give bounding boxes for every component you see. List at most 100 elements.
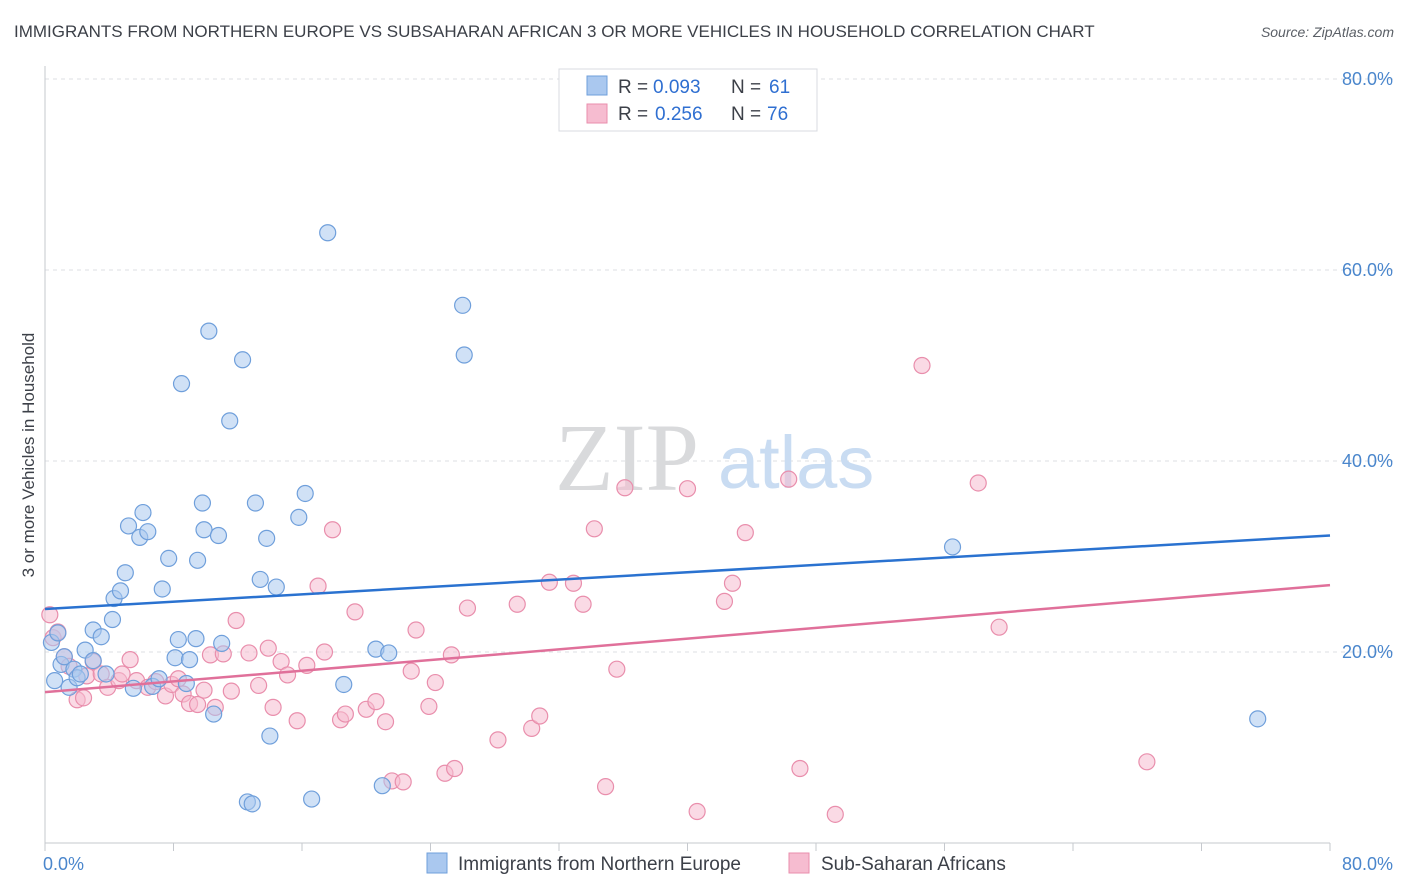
northern-europe-point (139, 523, 157, 541)
bottom-legend-swatch-pink (788, 852, 810, 874)
bottom-legend-label-blue: Immigrants from Northern Europe (458, 854, 741, 875)
sub-saharan-point (394, 773, 412, 791)
northern-europe-point (116, 564, 134, 582)
northern-europe-point (200, 322, 218, 340)
sub-saharan-point (574, 595, 592, 613)
legend-n-label-blue: N = (731, 77, 761, 98)
sub-saharan-point (250, 676, 268, 695)
watermark: ZIP atlas (555, 404, 874, 511)
sub-saharan-point (426, 673, 444, 692)
northern-europe-point (153, 580, 171, 598)
sub-saharan-point (113, 665, 131, 683)
sub-saharan-point (678, 480, 697, 498)
northern-europe-point (303, 790, 321, 808)
chart-title: IMMIGRANTS FROM NORTHERN EUROPE VS SUBSA… (14, 22, 1095, 41)
sub-saharan-point (227, 611, 245, 630)
northern-europe-point (124, 679, 142, 697)
northern-europe-point (71, 665, 89, 683)
sub-saharan-point (736, 524, 754, 542)
x-tick-label-min: 0.0% (43, 854, 84, 874)
northern-europe-point (233, 351, 252, 369)
sub-saharan-point (540, 573, 558, 591)
northern-europe-point (251, 570, 269, 589)
northern-europe-point (150, 670, 168, 688)
sub-saharan-point (376, 713, 395, 731)
sub-saharan-point (715, 592, 734, 610)
northern-europe-point (243, 795, 261, 813)
sub-saharan-point (264, 698, 282, 716)
northern-europe-point (319, 224, 337, 242)
sub-saharan-point (1138, 753, 1156, 771)
tick-labels: 20.0% 40.0% 60.0% 80.0% 0.0% 80.0% (43, 69, 1393, 874)
legend-n-value-blue: 61 (769, 77, 790, 98)
bottom-legend: Immigrants from Northern Europe Sub-Saha… (426, 852, 1006, 875)
northern-europe-point (84, 651, 102, 670)
watermark-atlas: atlas (718, 421, 874, 504)
northern-europe-point (49, 624, 67, 642)
northern-europe-point (103, 610, 122, 629)
axes (44, 66, 1331, 851)
northern-europe-point (261, 727, 279, 745)
y-tick-label: 20.0% (1342, 642, 1393, 662)
sub-saharan-point (723, 574, 742, 592)
legend-box: R = 0.093 N = 61 R = 0.256 N = 76 (558, 68, 818, 132)
northern-europe-point (134, 503, 152, 522)
sub-saharan-point (188, 695, 207, 714)
northern-europe-point (1249, 710, 1267, 728)
sub-saharan-point (402, 662, 420, 680)
legend-swatch-pink (586, 103, 608, 124)
chart-source: Source: ZipAtlas.com (1260, 24, 1394, 40)
sub-saharan-point (608, 660, 626, 678)
northern-europe-point (97, 665, 115, 683)
northern-europe-point (169, 630, 187, 649)
legend-n-label-pink: N = (731, 104, 761, 125)
sub-saharan-point (346, 603, 364, 621)
northern-europe-point (119, 517, 138, 535)
northern-europe-point (193, 494, 212, 512)
northern-europe-point (209, 526, 228, 545)
sub-saharan-point (489, 731, 507, 749)
x-tick-label-max: 80.0% (1342, 854, 1393, 874)
sub-saharan-point (791, 759, 809, 778)
sub-saharan-point (259, 639, 277, 657)
sub-saharan-point (969, 474, 987, 492)
trend-line-sub-saharan (44, 583, 1331, 694)
sub-saharan-point (585, 520, 603, 538)
y-axis-title: 3 or more Vehicles in Household (19, 333, 38, 578)
sub-saharan-point (826, 805, 844, 823)
y-tick-label: 40.0% (1342, 451, 1393, 471)
northern-europe-point (290, 508, 308, 526)
bottom-legend-swatch-blue (426, 852, 448, 874)
northern-europe-point (92, 628, 110, 646)
sub-saharan-point (240, 644, 258, 662)
legend-r-label-blue: R = (618, 77, 648, 98)
northern-europe-point (172, 375, 191, 393)
sub-saharan-point (688, 802, 706, 821)
sub-saharan-point (222, 682, 240, 700)
y-tick-label: 80.0% (1342, 69, 1393, 89)
data-points (41, 224, 1267, 823)
northern-europe-point (943, 538, 962, 556)
sub-saharan-point (616, 479, 634, 497)
northern-europe-point (55, 648, 73, 666)
legend-swatch-blue (586, 75, 608, 96)
northern-europe-point (455, 346, 473, 364)
sub-saharan-point (407, 621, 425, 639)
legend-r-value-blue: 0.093 (653, 77, 701, 98)
northern-europe-point (267, 578, 285, 596)
y-tick-label: 60.0% (1342, 260, 1393, 280)
northern-europe-point (111, 582, 130, 600)
northern-europe-point (221, 412, 239, 430)
sub-saharan-point (288, 712, 306, 730)
sub-saharan-point (41, 606, 59, 624)
bottom-legend-label-pink: Sub-Saharan Africans (821, 854, 1006, 875)
northern-europe-point (177, 674, 195, 693)
sub-saharan-point (323, 521, 342, 539)
northern-europe-point (187, 630, 205, 648)
sub-saharan-point (309, 577, 327, 595)
northern-europe-point (205, 705, 223, 723)
sub-saharan-point (367, 693, 385, 711)
northern-europe-point (160, 549, 178, 568)
trend-line-northern-europe (44, 534, 1331, 611)
